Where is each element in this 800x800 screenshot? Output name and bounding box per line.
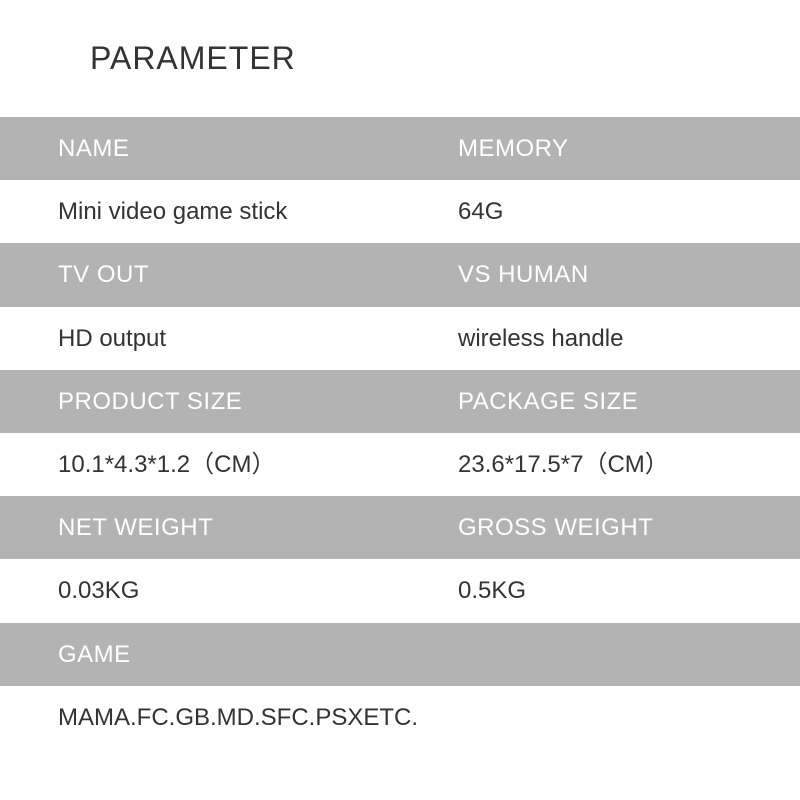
table-value-row: Mini video game stick64G bbox=[0, 180, 800, 243]
table-header-row: NET WEIGHTGROSS WEIGHT bbox=[0, 496, 800, 559]
value-cell-left: 0.03KG bbox=[0, 559, 400, 622]
table-header-row: TV OUTVS HUMAN bbox=[0, 243, 800, 306]
value-cell-left: 10.1*4.3*1.2（CM） bbox=[0, 433, 400, 496]
table-header-full: GAME bbox=[0, 623, 800, 686]
value-cell-right: wireless handle bbox=[400, 307, 800, 370]
table-value-row: 10.1*4.3*1.2（CM）23.6*17.5*7（CM） bbox=[0, 433, 800, 496]
header-cell-right: VS HUMAN bbox=[400, 243, 800, 306]
table-header-row: NAMEMEMORY bbox=[0, 117, 800, 180]
table-value-row: 0.03KG0.5KG bbox=[0, 559, 800, 622]
table-value-full: MAMA.FC.GB.MD.SFC.PSXETC. bbox=[0, 686, 800, 749]
value-cell-left: Mini video game stick bbox=[0, 180, 400, 243]
value-cell-right: 23.6*17.5*7（CM） bbox=[400, 433, 800, 496]
value-cell-right: 0.5KG bbox=[400, 559, 800, 622]
table-value-row: HD outputwireless handle bbox=[0, 307, 800, 370]
table-header-row: PRODUCT SIZEPACKAGE SIZE bbox=[0, 370, 800, 433]
parameter-table: NAMEMEMORYMini video game stick64GTV OUT… bbox=[0, 117, 800, 749]
panel-title: PARAMETER bbox=[0, 0, 800, 117]
value-cell-left: HD output bbox=[0, 307, 400, 370]
header-cell-right: PACKAGE SIZE bbox=[400, 370, 800, 433]
header-cell-right: GROSS WEIGHT bbox=[400, 496, 800, 559]
parameter-panel: PARAMETER NAMEMEMORYMini video game stic… bbox=[0, 0, 800, 800]
header-cell-left: NET WEIGHT bbox=[0, 496, 400, 559]
header-cell-left: NAME bbox=[0, 117, 400, 180]
header-cell-right: MEMORY bbox=[400, 117, 800, 180]
header-cell-left: TV OUT bbox=[0, 243, 400, 306]
value-cell-right: 64G bbox=[400, 180, 800, 243]
header-cell-left: PRODUCT SIZE bbox=[0, 370, 400, 433]
